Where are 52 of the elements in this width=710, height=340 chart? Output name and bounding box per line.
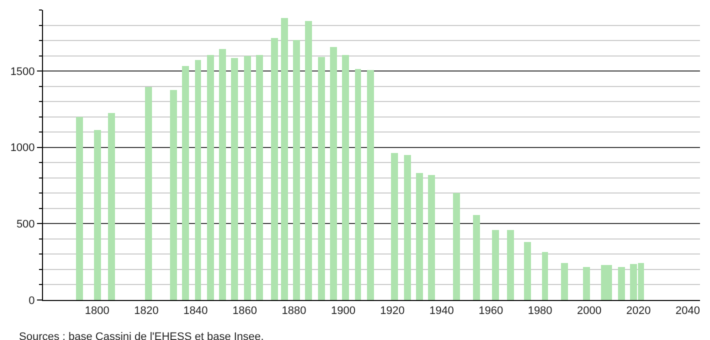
bar bbox=[76, 117, 83, 300]
bar bbox=[542, 252, 548, 300]
bar bbox=[561, 263, 568, 300]
x-tick-label: 1820 bbox=[134, 305, 159, 318]
source-note: Sources : base Cassini de l'EHESS et base Insee. bbox=[19, 331, 264, 340]
bar bbox=[170, 90, 177, 300]
y-tick-label: 0 bbox=[28, 294, 35, 307]
bar bbox=[207, 55, 214, 300]
bar bbox=[182, 66, 189, 300]
bar bbox=[244, 56, 251, 300]
bar bbox=[391, 153, 398, 300]
bar bbox=[330, 47, 337, 300]
bar bbox=[583, 267, 590, 300]
x-tick-label: 2020 bbox=[626, 305, 651, 318]
y-tick-label: 1000 bbox=[10, 142, 35, 154]
bar bbox=[145, 87, 152, 300]
bar bbox=[256, 55, 263, 300]
bar bbox=[231, 58, 238, 300]
bar bbox=[416, 173, 423, 300]
x-tick-label: 2000 bbox=[577, 305, 602, 318]
bar bbox=[293, 40, 300, 300]
bar bbox=[453, 193, 460, 300]
bar bbox=[271, 38, 278, 300]
bar bbox=[281, 18, 288, 300]
bar bbox=[318, 57, 325, 300]
bar bbox=[507, 230, 514, 300]
bar bbox=[524, 242, 531, 300]
x-tick-label: 1800 bbox=[84, 305, 110, 318]
x-tick-label: 2040 bbox=[675, 305, 700, 318]
bar bbox=[305, 21, 312, 300]
bar bbox=[94, 130, 101, 300]
x-tick-label: 1920 bbox=[380, 305, 405, 318]
bar bbox=[473, 215, 480, 300]
x-tick-label: 1940 bbox=[429, 305, 454, 318]
x-tick-label: 1960 bbox=[478, 305, 504, 318]
bar bbox=[618, 267, 625, 300]
bar bbox=[342, 55, 349, 300]
x-tick-label: 1860 bbox=[232, 305, 258, 318]
x-tick-label: 1880 bbox=[282, 305, 306, 318]
y-tick-label: 1500 bbox=[10, 66, 35, 78]
bar bbox=[355, 69, 361, 300]
x-tick-label: 1980 bbox=[528, 305, 552, 318]
y-tick-label: 500 bbox=[16, 218, 35, 231]
bar bbox=[492, 230, 499, 300]
bar bbox=[367, 70, 374, 300]
x-tick-label: 1900 bbox=[330, 305, 356, 318]
bar bbox=[108, 113, 115, 300]
bar bbox=[404, 155, 411, 300]
bar bbox=[219, 49, 226, 300]
x-tick-label: 1840 bbox=[183, 305, 208, 318]
bar bbox=[195, 60, 201, 300]
bar bbox=[428, 175, 435, 300]
